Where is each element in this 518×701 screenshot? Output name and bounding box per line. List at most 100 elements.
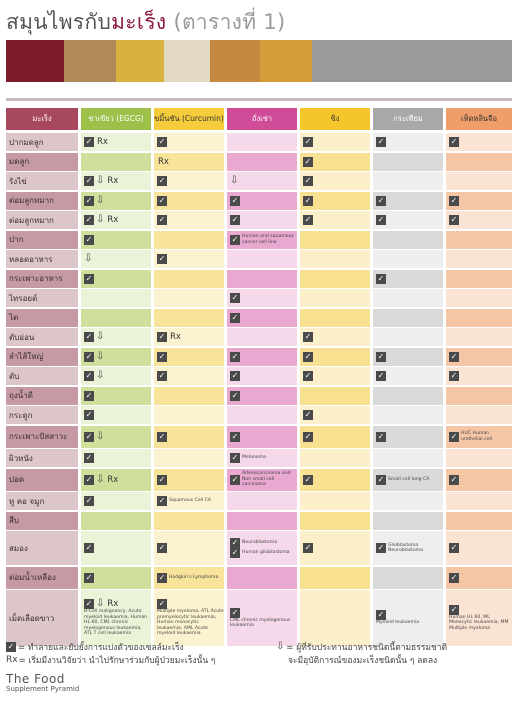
table-cell — [227, 250, 297, 268]
check-icon: ✓ — [303, 195, 313, 206]
table-cell — [373, 492, 443, 510]
row-label: ต่อมลูกหมาก — [6, 191, 78, 210]
table-cell: ✓ — [373, 269, 443, 288]
table-row: ไทรอยด์ ✓ — [6, 289, 512, 307]
check-icon: ✓ — [449, 215, 459, 225]
row-label: กระดูก — [6, 406, 78, 424]
row-label: ลำไส้ใหญ่ — [6, 347, 78, 366]
cell-note: CML chronic myelogenous leukaemia — [230, 617, 291, 629]
check-icon: ✓ — [84, 215, 94, 225]
row-label: ตับ — [6, 367, 78, 385]
cell-note: Small cell lung CA — [388, 476, 430, 482]
table-cell — [154, 269, 224, 288]
table-cell — [300, 230, 370, 249]
table-cell: ✓ — [227, 289, 297, 307]
table-cell: ✓ — [373, 133, 443, 151]
table-cell: Rx — [154, 152, 224, 171]
table-row: ผิวหนัง ✓ ✓ Melanoma — [6, 449, 512, 467]
table-cell: ✓ — [81, 449, 151, 467]
cell-note: Human HL 60, ML Monocytic leukaemia, MM … — [449, 614, 509, 631]
down-arrow-icon: ⇩ — [96, 194, 105, 206]
table-cell: ✓ — [300, 152, 370, 171]
check-icon: ✓ — [230, 607, 240, 618]
row-label: หู คอ จมูก — [6, 492, 78, 510]
check-icon: ✓ — [84, 543, 94, 553]
banner-photo — [260, 40, 312, 82]
check-icon: ✓ — [376, 474, 386, 485]
table-row: เม็ดเลือดขาว ✓ ⇩ Rx B-Cell malignancy, Acute… — [6, 590, 512, 646]
table-cell — [446, 511, 512, 530]
check-icon: ✓ — [376, 351, 386, 362]
table-cell — [373, 250, 443, 268]
banner-photo — [64, 40, 116, 82]
table-row: ปอด ✓ ⇩ Rx ✓ ✓ Adenocarcinoma and Non small ce… — [6, 468, 512, 491]
legend-arrow: ⇩ = ผู้ที่รับประทานอาหารชนิดนี้ตามธรรมชา… — [276, 640, 447, 654]
table-cell: ✓ — [373, 425, 443, 448]
table-cell — [373, 289, 443, 307]
check-icon: ✓ — [84, 176, 94, 186]
table-cell — [227, 133, 297, 151]
check-icon: ✓ — [157, 431, 167, 442]
check-icon: ✓ — [449, 351, 459, 362]
check-icon: ✓ — [376, 195, 386, 206]
check-icon: ✓ — [303, 371, 313, 381]
table-cell: ✓ Hodgkin's Lymphoma — [154, 566, 224, 589]
table-row: กระเพาะอาหาร ✓ ✓ — [6, 269, 512, 288]
cell-note: Human glioblastoma — [242, 550, 290, 556]
cell-note: Myeloid leukaemia — [376, 620, 420, 626]
table-cell: ✓ — [300, 406, 370, 424]
check-icon: ✓ — [303, 137, 313, 147]
table-cell: ✓ — [446, 531, 512, 565]
check-icon: ✓ — [84, 351, 94, 362]
table-cell: ✓ Multiple myeloma, ATL Acute promyelocyt… — [154, 590, 224, 646]
table-cell — [446, 172, 512, 190]
table-row: สมอง ✓ ✓ ✓ Neuroblastoma ✓ Human glioblastoma ✓… — [6, 531, 512, 565]
check-icon: ✓ — [303, 543, 313, 553]
check-icon: ✓ — [230, 453, 240, 463]
rx-mark: Rx — [107, 215, 119, 225]
table-cell: ✓ — [300, 211, 370, 229]
table-cell: ✓ — [154, 172, 224, 190]
down-arrow-icon: ⇩ — [96, 598, 105, 610]
table-cell: ✓ — [446, 211, 512, 229]
table-cell: ✓ — [227, 347, 297, 366]
row-label: ต่อมน้ำเหลือง — [6, 566, 78, 589]
table-cell: ✓ — [373, 367, 443, 385]
table-cell: ✓ Small cell lung CA — [373, 468, 443, 491]
table-cell: ✓ — [154, 347, 224, 366]
cell-note: Human oral squamous cancer cell line — [242, 234, 294, 245]
table-cell — [227, 269, 297, 288]
check-icon: ✓ — [84, 474, 94, 485]
cancer-herb-table: มะเร็ง ชาเขียว (EGCG) ขมิ้นชัน (Curcumin) ถ… — [6, 108, 512, 648]
table-row: ต่อมลูกหมาก ✓ ⇩ Rx ✓ ✓ ✓ ✓ ✓ — [6, 211, 512, 229]
table-header-row: มะเร็ง ชาเขียว (EGCG) ขมิ้นชัน (Curcumin) ถ… — [6, 108, 512, 130]
row-label: สมอง — [6, 531, 78, 565]
rx-mark: Rx — [97, 137, 108, 147]
check-icon: ✓ — [84, 390, 94, 401]
cell-note: B-Cell malignancy, Acute myeloid leukaem… — [84, 609, 148, 637]
table-cell: ✓ — [154, 211, 224, 229]
check-icon: ✓ — [84, 332, 94, 342]
table-row: ถุงน้ำดี ✓ ✓ — [6, 386, 512, 405]
check-icon: ✓ — [157, 215, 167, 225]
brand-logo: The Food Supplement Pyramid — [6, 672, 79, 693]
table-cell: ✓ Rx — [81, 133, 151, 151]
legend-rx: Rx = เริ่มมีงานวิจัยว่า นำไปรักษาร่วมกับ… — [6, 653, 215, 667]
table-cell — [446, 328, 512, 346]
table-cell: ✓ — [300, 367, 370, 385]
table-cell: ✓ — [154, 425, 224, 448]
check-icon: ✓ — [449, 604, 459, 615]
table-row: ต่อมน้ำเหลือง ✓ ✓ Hodgkin's Lymphoma ✓ — [6, 566, 512, 589]
legend-arrow-2: จะมีอุบัติการณ์ของมะเร็งชนิดนั้น ๆ ลดลง — [288, 653, 437, 667]
check-icon: ✓ — [376, 273, 386, 284]
page-title: สมุนไพรกับมะเร็ง (ตารางที่ 1) — [6, 6, 286, 39]
table-cell — [81, 511, 151, 530]
table-cell — [300, 511, 370, 530]
check-icon: ✓ — [157, 254, 167, 264]
row-label: ไทรอยด์ — [6, 289, 78, 307]
table-cell — [446, 492, 512, 510]
check-icon: ✓ — [84, 234, 94, 245]
check-icon: ✓ — [157, 176, 167, 186]
check-icon: ✓ — [449, 572, 459, 583]
table-cell — [227, 566, 297, 589]
